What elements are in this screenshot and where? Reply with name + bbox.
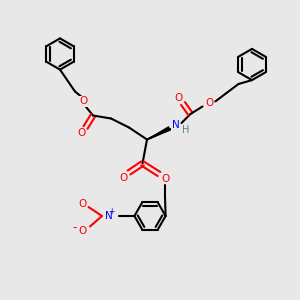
Text: -: - (73, 221, 77, 234)
Text: O: O (77, 128, 86, 139)
Text: O: O (161, 173, 169, 184)
Text: +: + (109, 207, 115, 216)
Text: O: O (79, 96, 88, 106)
Text: O: O (119, 172, 128, 183)
Text: N: N (172, 120, 179, 130)
Text: N: N (105, 211, 112, 221)
Text: H: H (182, 124, 189, 135)
Text: O: O (174, 93, 183, 103)
Text: O: O (205, 98, 214, 109)
Text: O: O (78, 199, 87, 209)
Polygon shape (147, 127, 170, 140)
Text: O: O (78, 226, 87, 236)
